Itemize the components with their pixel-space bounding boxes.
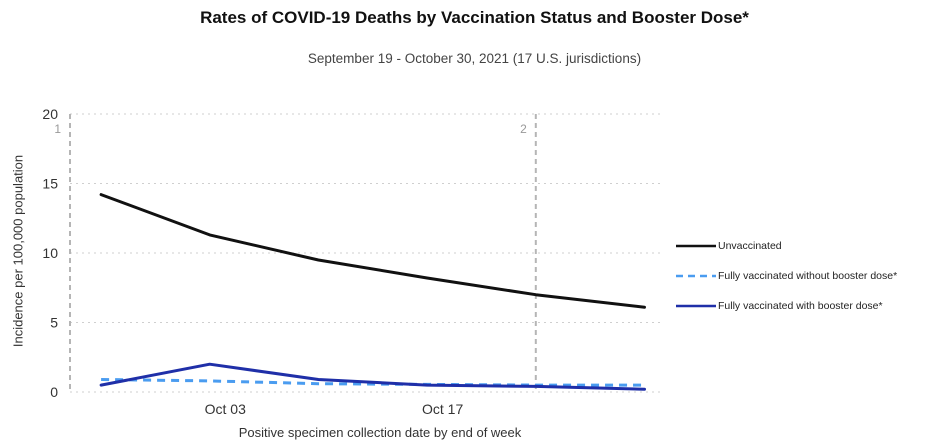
series-line-3 <box>99 362 646 391</box>
data-point <box>100 384 103 387</box>
legend-item-3: Fully vaccinated with booster dose* <box>676 291 897 321</box>
legend-swatch <box>676 274 716 278</box>
data-point <box>426 277 429 280</box>
series-line-1 <box>99 193 646 309</box>
y-tick-label: 0 <box>50 384 58 400</box>
x-tick-label: Oct 03 <box>205 401 246 417</box>
chart-subtitle: September 19 - October 30, 2021 (17 U.S.… <box>307 51 642 66</box>
y-tick-label: 20 <box>42 106 58 122</box>
x-tick-label: Oct 17 <box>422 401 463 417</box>
data-point <box>426 384 429 387</box>
data-point <box>534 385 537 388</box>
data-point <box>317 378 320 381</box>
series-line-2 <box>101 378 645 387</box>
y-tick-label: 15 <box>42 176 58 192</box>
legend-label: Fully vaccinated without booster dose* <box>718 270 898 282</box>
y-tick-label: 10 <box>42 245 58 261</box>
data-point <box>208 363 211 366</box>
chart-legend: Unvaccinated Fully vaccinated without boo… <box>676 231 897 321</box>
period-marker-label: 1 <box>54 122 61 136</box>
data-point <box>317 382 320 385</box>
data-point <box>643 384 646 387</box>
data-point <box>208 233 211 236</box>
period-marker-label: 2 <box>520 122 527 136</box>
legend-item-1: Unvaccinated <box>676 231 897 261</box>
y-tick-label: 5 <box>50 315 58 331</box>
data-point <box>100 193 103 196</box>
chart-title: Rates of COVID-19 Deaths by Vaccination … <box>200 8 749 27</box>
data-point <box>534 293 537 296</box>
legend-swatch <box>676 244 716 248</box>
x-axis-title: Positive specimen collection date by end… <box>238 425 522 440</box>
data-point <box>643 306 646 309</box>
data-point <box>100 378 103 381</box>
data-point <box>317 258 320 261</box>
legend-item-2: Fully vaccinated without booster dose* <box>676 261 897 291</box>
data-point <box>208 379 211 382</box>
legend-label: Unvaccinated <box>718 240 782 252</box>
data-point <box>643 388 646 391</box>
legend-swatch <box>676 304 716 308</box>
legend-label: Fully vaccinated with booster dose* <box>718 300 883 312</box>
